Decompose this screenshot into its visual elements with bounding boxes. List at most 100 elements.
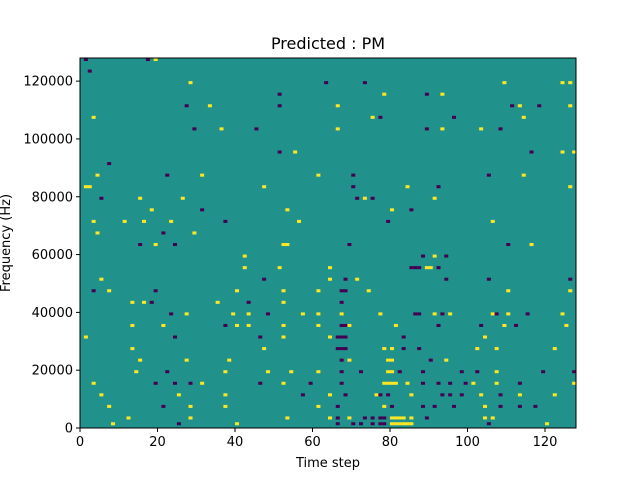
heatmap-cell — [200, 381, 205, 385]
heatmap-cell — [335, 104, 340, 108]
heatmap-cell — [506, 243, 511, 247]
heatmap-cell — [572, 381, 577, 385]
heatmap-cell — [386, 370, 391, 374]
heatmap-cell — [479, 393, 484, 397]
heatmap-cell — [405, 422, 410, 426]
heatmap-cell — [436, 381, 441, 385]
heatmap-cell — [200, 208, 205, 212]
heatmap-cell — [517, 381, 522, 385]
heatmap-cell — [541, 370, 546, 374]
heatmap-cell — [184, 312, 189, 316]
heatmap-cell — [436, 266, 441, 270]
heatmap-cell — [517, 404, 522, 408]
heatmap-cell — [359, 370, 364, 374]
heatmap-cell — [417, 347, 422, 351]
heatmap-cell — [502, 323, 507, 327]
heatmap-cell — [386, 219, 391, 223]
heatmap-cell — [188, 381, 193, 385]
heatmap-cell — [277, 92, 282, 96]
heatmap-cell — [421, 404, 426, 408]
heatmap-cell — [219, 127, 224, 131]
heatmap-cell — [448, 393, 453, 397]
heatmap-cell — [285, 243, 290, 247]
heatmap-cell — [138, 358, 143, 362]
heatmap-cell — [246, 323, 251, 327]
heatmap-cell — [142, 219, 147, 223]
heatmap-cell — [87, 69, 92, 73]
heatmap-cell — [285, 416, 290, 420]
heatmap-cell — [370, 196, 375, 200]
heatmap-cell — [436, 185, 441, 189]
heatmap-cell — [471, 381, 476, 385]
heatmap-cell — [246, 300, 251, 304]
heatmap-cell — [378, 115, 383, 119]
heatmap-cell — [188, 81, 193, 85]
heatmap-cell — [355, 196, 360, 200]
y-tick-label: 100000 — [23, 132, 73, 147]
heatmap-cell — [138, 196, 143, 200]
heatmap-cell — [335, 347, 340, 351]
heatmap-cell — [560, 312, 565, 316]
heatmap-cell — [180, 196, 185, 200]
heatmap-cell — [169, 312, 174, 316]
heatmap-cell — [401, 347, 406, 351]
heatmap-cell — [223, 393, 228, 397]
heatmap-cell — [390, 347, 395, 351]
heatmap-cell — [409, 393, 414, 397]
heatmap-cell — [316, 323, 321, 327]
heatmap-cell — [262, 277, 267, 281]
heatmap-cell — [409, 422, 414, 426]
heatmap-cell — [378, 312, 383, 316]
heatmap-cell — [339, 381, 344, 385]
heatmap-cell — [498, 393, 503, 397]
heatmap-cell — [281, 289, 286, 293]
heatmap-cell — [483, 404, 488, 408]
heatmap-cell — [378, 422, 383, 426]
x-tick-label: 80 — [382, 435, 399, 450]
heatmap-cell — [235, 422, 240, 426]
heatmap-cell — [215, 300, 220, 304]
heatmap-cell — [386, 381, 391, 385]
heatmap-cell — [153, 243, 158, 247]
heatmap-cell — [525, 312, 530, 316]
heatmap-cell — [390, 422, 395, 426]
plot-background — [80, 58, 576, 428]
heatmap-cell — [95, 173, 100, 177]
heatmap-cell — [149, 208, 154, 212]
heatmap-cell — [440, 127, 445, 131]
heatmap-cell — [231, 312, 236, 316]
heatmap-cell — [475, 370, 480, 374]
heatmap-cell — [281, 300, 286, 304]
heatmap-cell — [382, 347, 387, 351]
heatmap-cell — [258, 381, 263, 385]
heatmap-cell — [386, 393, 391, 397]
heatmap-cell — [424, 266, 429, 270]
heatmap-cell — [242, 254, 247, 258]
heatmap-cell — [401, 422, 406, 426]
heatmap-cell — [235, 289, 240, 293]
heatmap-cell — [328, 335, 333, 339]
x-tick-label: 0 — [76, 435, 84, 450]
heatmap-cell — [564, 323, 569, 327]
heatmap-cell — [91, 289, 96, 293]
heatmap-cell — [362, 81, 367, 85]
heatmap-cell — [432, 254, 437, 258]
heatmap-cell — [424, 127, 429, 131]
heatmap-cell — [374, 393, 379, 397]
heatmap-cell — [149, 300, 154, 304]
heatmap-cell — [568, 289, 573, 293]
heatmap-cell — [552, 393, 557, 397]
heatmap-cell — [153, 381, 158, 385]
heatmap-cell — [343, 393, 348, 397]
heatmap-cell — [409, 266, 414, 270]
heatmap-cell — [459, 393, 464, 397]
heatmap-cells — [83, 58, 577, 426]
chart-title: Predicted : PM — [271, 34, 385, 53]
heatmap-cell — [459, 370, 464, 374]
heatmap-cell — [339, 370, 344, 374]
heatmap-cell — [192, 231, 197, 235]
heatmap-cell — [169, 219, 174, 223]
heatmap-cell — [339, 289, 344, 293]
heatmap-cell — [393, 416, 398, 420]
heatmap-cell — [440, 92, 445, 96]
